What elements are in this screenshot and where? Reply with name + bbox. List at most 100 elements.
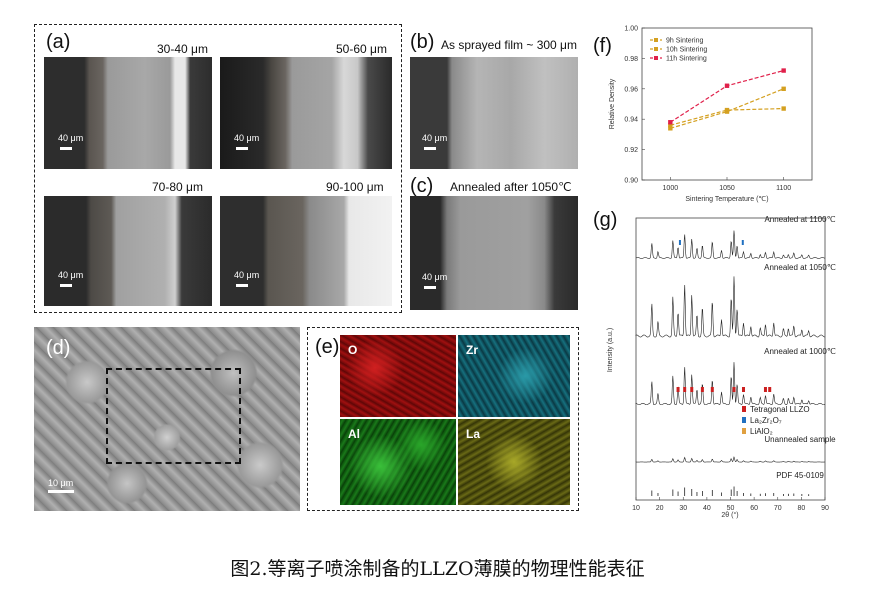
x-tick-label: 10	[632, 505, 640, 512]
panel-b-caption: As sprayed film ~ 300 μm	[441, 38, 577, 52]
llzo-marker	[683, 387, 687, 392]
series-line	[670, 107, 784, 126]
series-line	[670, 69, 784, 123]
scale-label: 40 μm	[58, 270, 84, 280]
eds-map-o: O	[340, 335, 456, 417]
legend-marker	[654, 56, 658, 60]
x-tick-label: 20	[656, 505, 664, 512]
eds-label-o: O	[348, 343, 358, 357]
y-tick-label: 0.92	[624, 147, 638, 154]
scale-label: 40 μm	[422, 133, 448, 143]
llzo-marker	[690, 387, 694, 392]
y-tick-label: 1.00	[624, 26, 638, 33]
llzo-marker	[710, 387, 714, 392]
data-point	[668, 126, 673, 131]
scale-label: 40 μm	[234, 133, 260, 143]
data-point	[781, 86, 786, 91]
x-tick-label: 1100	[776, 185, 791, 192]
trace-label: Annealed at 1100℃	[764, 215, 835, 224]
eds-label-zr: Zr	[466, 343, 478, 357]
xrd-trace	[635, 456, 826, 463]
legend-label: Tetragonal LLZO	[750, 405, 810, 414]
panel-e-frame	[307, 327, 579, 511]
data-point	[724, 109, 730, 114]
panel-g-label: (g)	[593, 209, 618, 231]
panel-c-label: (c)	[410, 175, 434, 197]
y-tick-label: 0.90	[624, 178, 638, 185]
y-tick-label: 0.94	[624, 117, 638, 124]
data-point	[668, 120, 673, 125]
eds-map-zr: Zr	[458, 335, 570, 417]
legend-label: La₂Zr₂O₇	[750, 416, 782, 425]
trace-label: Unannealed sample	[764, 435, 836, 444]
panel-a-caption-2: 50-60 μm	[336, 42, 387, 56]
legend-label: 11h Sintering	[666, 56, 707, 63]
legend-marker	[654, 47, 658, 51]
llzo-marker	[700, 387, 704, 392]
eds-map-al: Al	[340, 419, 456, 505]
legend-label: 9h Sintering	[666, 38, 703, 45]
eds-label-la: La	[466, 427, 481, 441]
xrd-trace	[635, 362, 826, 406]
legend-swatch	[742, 417, 746, 423]
panel-d-label: (d)	[46, 337, 71, 359]
la2zr2o7-marker	[741, 240, 744, 245]
panel-b-label: (b)	[410, 31, 435, 53]
plot-frame	[635, 217, 826, 501]
panel-a-caption-1: 30-40 μm	[157, 42, 208, 56]
x-tick-label: 1000	[663, 185, 679, 192]
scale-label: 40 μm	[422, 272, 448, 282]
panel-a-label: (a)	[46, 31, 71, 53]
legend-label: LiAlO₂	[750, 427, 773, 436]
sem-image-70-80: 40 μm	[44, 196, 212, 306]
panel-c-caption: Annealed after 1050℃	[450, 180, 572, 194]
y-axis-label: Relative Density	[609, 78, 616, 129]
xrd-trace	[635, 276, 826, 338]
legend-swatch	[742, 428, 746, 434]
legend-swatch	[742, 406, 746, 412]
scale-label: 10 μm	[48, 478, 74, 488]
x-tick-label: 90	[821, 505, 829, 512]
x-tick-label: 1050	[719, 185, 735, 192]
la2zr2o7-marker	[678, 240, 681, 245]
x-tick-label: 30	[679, 505, 687, 512]
x-tick-label: 70	[774, 505, 782, 512]
figure-caption: 图2.等离子喷涂制备的LLZO薄膜的物理性能表征	[230, 558, 645, 580]
sem-image-30-40: 40 μm	[44, 57, 212, 169]
data-point	[668, 123, 673, 128]
x-axis-label: Sintering Temperature (℃)	[685, 196, 768, 203]
trace-label: PDF 45-0109	[776, 471, 824, 480]
series-line	[670, 88, 784, 129]
panel-a-frame	[34, 24, 402, 313]
y-axis-label: Intensity (a.u.)	[607, 328, 614, 372]
y-tick-label: 0.96	[624, 86, 638, 93]
scale-label: 40 μm	[58, 133, 84, 143]
chart-xrd: Annealed at 1100℃ Annealed at 1050℃ Anneal…	[607, 215, 836, 519]
scale-label: 40 μm	[234, 270, 260, 280]
chart-relative-density: 0.90 0.92 0.94 0.96 0.98 1.00 1000 1050 1100 9h…	[609, 26, 813, 203]
panel-e-label: (e)	[315, 336, 340, 358]
llzo-marker	[768, 387, 772, 392]
x-tick-label: 60	[750, 505, 758, 512]
eds-map-la: La	[458, 419, 570, 505]
x-axis-label: 2θ (°)	[721, 511, 738, 519]
llzo-marker	[741, 387, 745, 392]
data-point	[781, 68, 786, 73]
x-tick-label: 50	[727, 505, 735, 512]
sem-image-surface: (d) 10 μm	[34, 327, 300, 511]
data-point	[781, 106, 786, 111]
selection-box	[106, 368, 241, 464]
llzo-marker	[732, 387, 736, 392]
x-tick-label: 40	[703, 505, 711, 512]
sem-image-as-sprayed: 40 μm	[410, 57, 578, 169]
llzo-marker	[763, 387, 767, 392]
sem-image-90-100: 40 μm	[220, 196, 392, 306]
trace-label: Annealed at 1000℃	[764, 347, 836, 356]
xrd-trace	[635, 230, 826, 259]
legend-label: 10h Sintering	[666, 47, 707, 54]
data-point	[724, 83, 730, 88]
x-tick-label: 80	[797, 505, 805, 512]
sem-image-50-60: 40 μm	[220, 57, 392, 169]
panel-a-caption-3: 70-80 μm	[152, 180, 203, 194]
panel-a-caption-4: 90-100 μm	[326, 180, 384, 194]
